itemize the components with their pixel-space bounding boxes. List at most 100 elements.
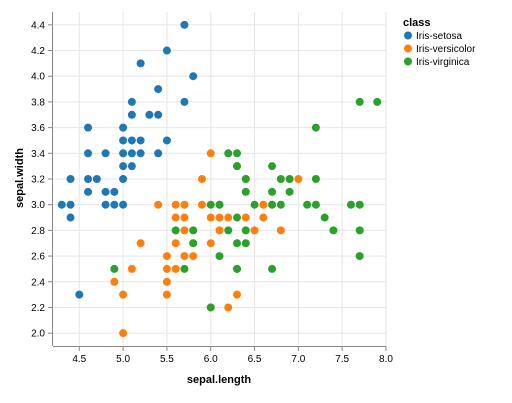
point-iris-versicolor [207, 214, 215, 222]
x-tick-label: 7.5 [335, 354, 349, 365]
point-iris-virginica [356, 252, 364, 260]
point-iris-setosa [119, 175, 127, 183]
point-iris-versicolor [163, 252, 171, 260]
point-iris-virginica [268, 188, 276, 196]
point-iris-virginica [312, 175, 320, 183]
point-iris-versicolor [216, 226, 224, 234]
point-iris-versicolor [180, 201, 188, 209]
point-iris-virginica [216, 201, 224, 209]
point-iris-versicolor [119, 291, 127, 299]
point-iris-setosa [102, 201, 110, 209]
point-iris-versicolor [172, 201, 180, 209]
legend-label: Iris-virginica [416, 57, 470, 68]
point-iris-setosa [110, 201, 118, 209]
point-iris-setosa [110, 188, 118, 196]
point-iris-virginica [286, 188, 294, 196]
point-iris-virginica [110, 265, 118, 273]
point-iris-virginica [233, 214, 241, 222]
point-iris-setosa [163, 47, 171, 55]
point-iris-versicolor [216, 214, 224, 222]
point-iris-versicolor [233, 291, 241, 299]
point-iris-virginica [242, 226, 250, 234]
y-tick-label: 3.4 [31, 149, 45, 160]
point-iris-versicolor [207, 239, 215, 247]
x-tick-label: 4.5 [72, 354, 86, 365]
legend-label: Iris-setosa [416, 31, 463, 42]
point-iris-setosa [180, 98, 188, 106]
point-iris-setosa [58, 201, 66, 209]
point-iris-virginica [312, 201, 320, 209]
point-iris-setosa [119, 201, 127, 209]
point-iris-setosa [84, 175, 92, 183]
legend-swatch [404, 45, 412, 53]
point-iris-versicolor [163, 278, 171, 286]
point-iris-virginica [224, 226, 232, 234]
point-iris-versicolor [180, 226, 188, 234]
point-iris-virginica [242, 188, 250, 196]
point-iris-virginica [251, 201, 259, 209]
point-iris-versicolor [180, 252, 188, 260]
point-iris-versicolor [137, 239, 145, 247]
point-iris-virginica [356, 98, 364, 106]
point-iris-setosa [128, 136, 136, 144]
y-tick-label: 3.2 [31, 175, 45, 186]
x-tick-label: 6.5 [248, 354, 262, 365]
point-iris-virginica [233, 162, 241, 170]
point-iris-versicolor [154, 201, 162, 209]
point-iris-setosa [180, 21, 188, 29]
point-iris-virginica [277, 175, 285, 183]
x-axis: 4.5 5.0 5.5 6.0 6.5 7.0 7.5 8.0 [53, 346, 393, 365]
point-iris-setosa [128, 111, 136, 119]
point-iris-setosa [119, 162, 127, 170]
point-iris-setosa [102, 188, 110, 196]
y-axis-title: sepal.width [14, 148, 26, 208]
point-iris-virginica [189, 226, 197, 234]
point-iris-versicolor [172, 239, 180, 247]
point-iris-versicolor [163, 291, 171, 299]
point-iris-versicolor [277, 226, 285, 234]
y-tick-label: 4.4 [31, 20, 45, 31]
point-iris-virginica [242, 175, 250, 183]
point-iris-versicolor [180, 214, 188, 222]
point-iris-versicolor [224, 214, 232, 222]
point-iris-versicolor [198, 175, 206, 183]
point-iris-virginica [303, 201, 311, 209]
point-iris-setosa [145, 111, 153, 119]
x-tick-label: 6.0 [204, 354, 218, 365]
point-iris-virginica [242, 239, 250, 247]
point-iris-virginica [207, 303, 215, 311]
point-iris-virginica [277, 201, 285, 209]
point-iris-virginica [356, 226, 364, 234]
point-iris-versicolor [259, 201, 267, 209]
point-iris-versicolor [119, 329, 127, 337]
point-iris-virginica [224, 149, 232, 157]
legend-title: class [403, 17, 431, 29]
point-iris-virginica [321, 214, 329, 222]
point-iris-versicolor [172, 265, 180, 273]
legend: class Iris-setosa Iris-versicolor Iris-vir… [403, 17, 476, 68]
point-iris-virginica [233, 265, 241, 273]
point-iris-versicolor [251, 226, 259, 234]
x-axis-title: sepal.length [187, 374, 251, 386]
y-tick-label: 4.2 [31, 46, 45, 57]
point-iris-setosa [154, 85, 162, 93]
y-tick-label: 3.6 [31, 123, 45, 134]
point-iris-virginica [189, 239, 197, 247]
point-iris-setosa [93, 175, 101, 183]
y-tick-label: 3.8 [31, 97, 45, 108]
point-iris-setosa [84, 188, 92, 196]
point-iris-versicolor [242, 214, 250, 222]
point-iris-setosa [75, 291, 83, 299]
point-iris-setosa [84, 149, 92, 157]
point-iris-virginica [312, 124, 320, 132]
point-iris-setosa [154, 149, 162, 157]
point-iris-setosa [137, 149, 145, 157]
point-iris-virginica [373, 98, 381, 106]
y-tick-label: 2.8 [31, 226, 45, 237]
point-iris-versicolor [294, 175, 302, 183]
point-iris-versicolor [128, 265, 136, 273]
point-iris-virginica [268, 162, 276, 170]
point-iris-virginica [233, 149, 241, 157]
point-iris-setosa [154, 111, 162, 119]
